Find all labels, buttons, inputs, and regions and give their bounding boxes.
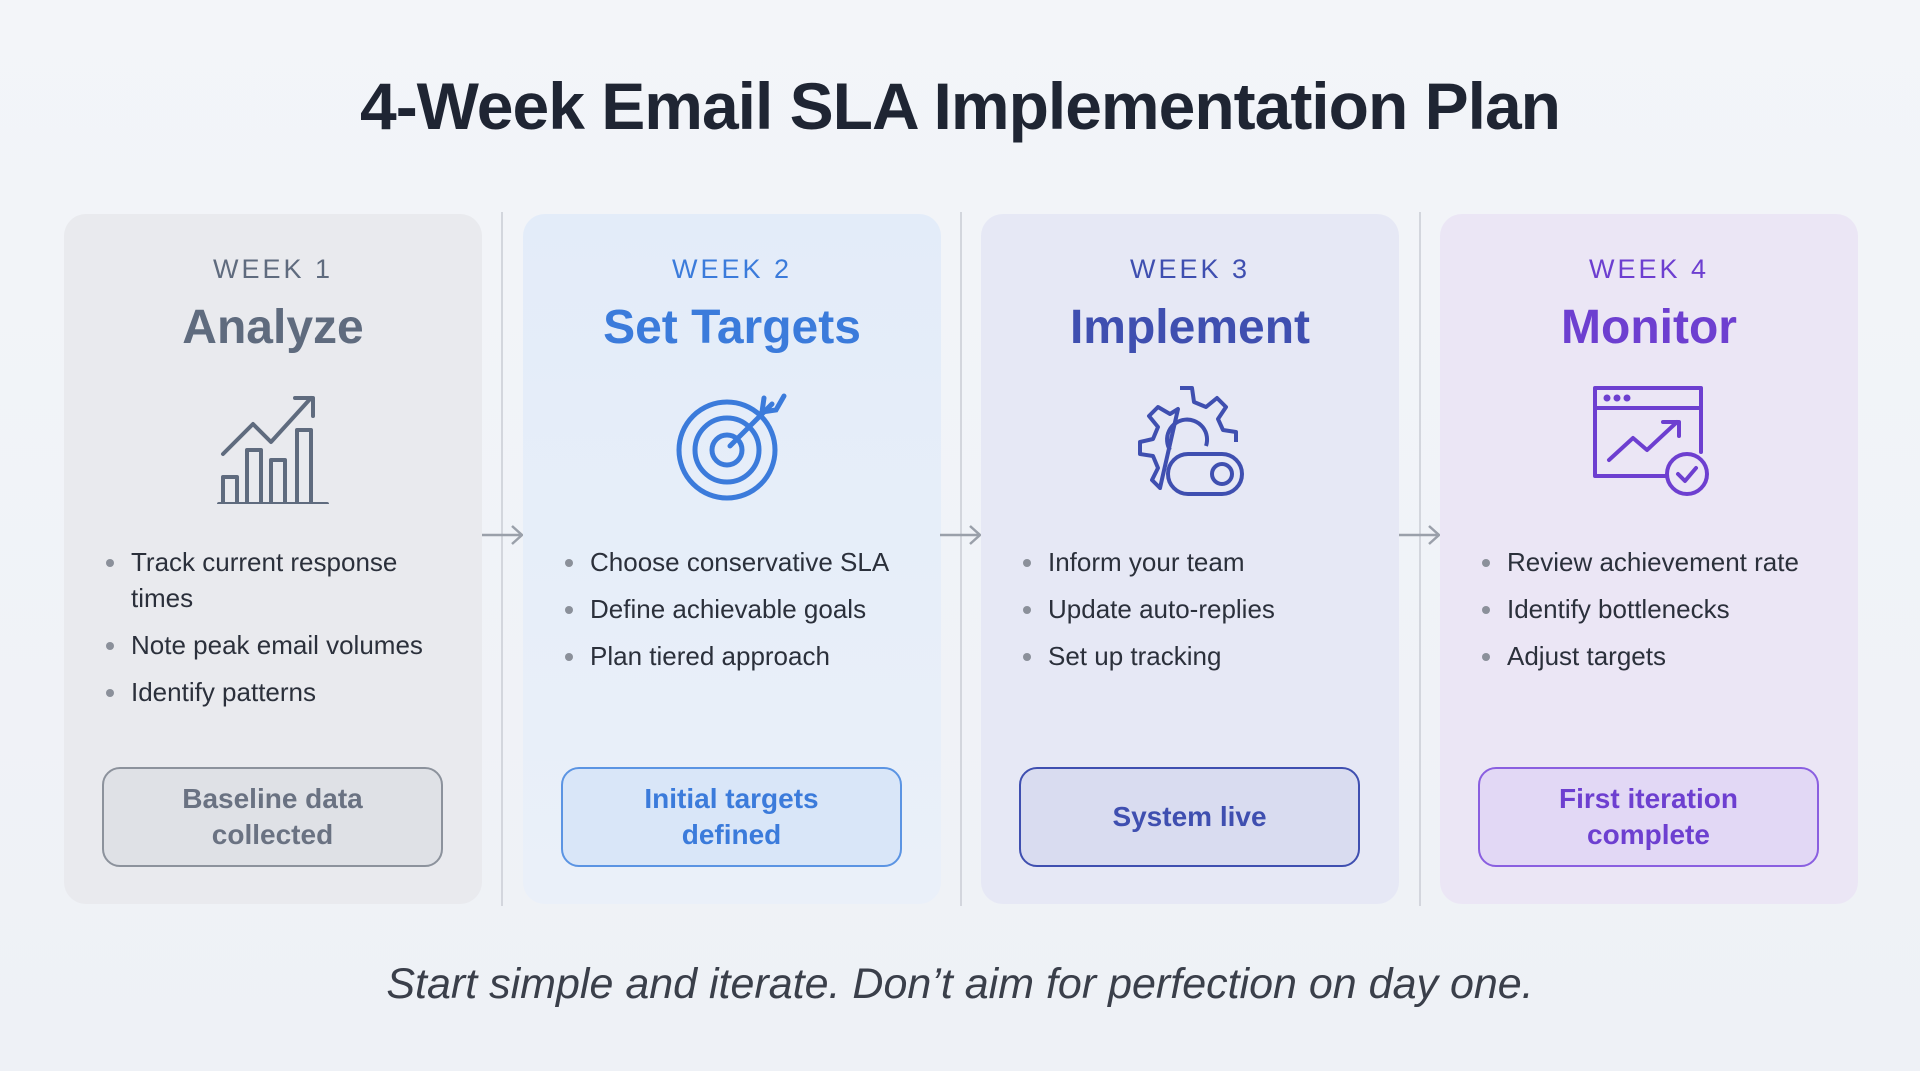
list-item: Review achievement rate [1480,544,1828,580]
gear-toggle-icon [1138,386,1244,496]
bar-chart-trend-icon [217,396,329,504]
week-heading: Set Targets [603,301,861,354]
week-heading: Monitor [1561,301,1737,354]
divider [1419,212,1421,906]
list-item: Identify patterns [104,674,452,710]
milestone-badge: System live [1019,767,1360,867]
milestone-badge: Baseline data collected [102,767,443,867]
week-heading: Implement [1069,301,1311,354]
week-3-card: WEEK 3 Implement Inform your team Update… [981,214,1399,904]
list-item: Choose conservative SLA [563,544,911,580]
milestone-badge: Initial targets defined [561,767,902,867]
arrow-right-icon [1399,525,1441,545]
list-item: Inform your team [1021,544,1369,580]
list-item: Plan tiered approach [563,638,911,674]
week-heading: Analyze [182,301,364,354]
week-2-card: WEEK 2 Set Targets Choose conservative S… [523,214,941,904]
list-item: Define achievable goals [563,591,911,627]
list-item: Note peak email volumes [104,627,452,663]
target-arrow-icon [676,393,787,501]
arrow-right-icon [482,525,524,545]
list-item: Set up tracking [1021,638,1369,674]
list-item: Update auto-replies [1021,591,1369,627]
milestone-badge: First iteration complete [1478,767,1819,867]
week-4-card: WEEK 4 Monitor Review achievement rate I… [1440,214,1858,904]
footer-tagline: Start simple and iterate. Don’t aim for … [386,960,1534,1008]
week-label: WEEK 3 [1129,254,1251,284]
dashboard-check-icon [1593,386,1709,496]
page-title: 4-Week Email SLA Implementation Plan [360,69,1561,143]
week-label: WEEK 1 [212,254,334,284]
arrow-right-icon [940,525,982,545]
week-label: WEEK 4 [1588,254,1710,284]
week-1-card: WEEK 1 Analyze Track current response ti… [64,214,482,904]
week-label: WEEK 2 [671,254,793,284]
divider [960,212,962,906]
list-item: Track current response times [104,544,452,616]
divider [501,212,503,906]
list-item: Adjust targets [1480,638,1828,674]
list-item: Identify bottlenecks [1480,591,1828,627]
